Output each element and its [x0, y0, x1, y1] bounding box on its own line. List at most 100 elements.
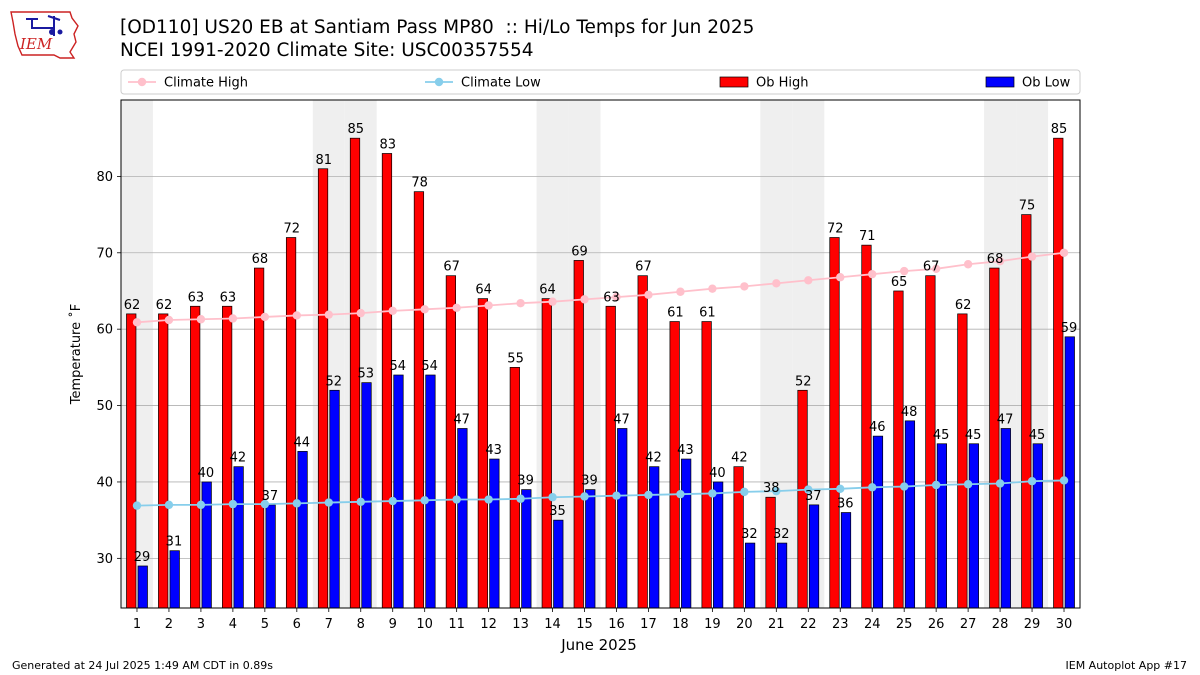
climate-high-point — [708, 284, 717, 293]
bar-ob-low — [361, 382, 372, 609]
bar-ob-low — [297, 451, 308, 609]
legend-frame — [120, 69, 1081, 95]
climate-high-point — [164, 315, 174, 325]
x-tick-label: 28 — [992, 617, 1009, 632]
x-tick-label: 29 — [1024, 617, 1041, 632]
x-tick-label: 21 — [768, 617, 785, 632]
label-ob-high: 63 — [603, 290, 620, 305]
climate-low-point — [164, 500, 174, 510]
bar-ob-high — [381, 153, 393, 609]
bar-ob-low — [808, 504, 820, 609]
legend-swatch — [985, 76, 1015, 88]
label-ob-low: 42 — [645, 451, 662, 466]
bar-ob-high — [1053, 137, 1064, 609]
climate-high-point — [388, 306, 397, 316]
bar-ob-high — [1021, 214, 1032, 609]
x-tick-label: 27 — [960, 617, 977, 632]
label-ob-low: 32 — [741, 527, 758, 542]
label-ob-high: 78 — [411, 176, 428, 191]
label-ob-high: 64 — [539, 283, 556, 298]
bar-ob-high — [829, 237, 840, 609]
x-axis-label: June 2025 — [560, 636, 637, 654]
climate-low-point — [516, 494, 525, 503]
x-tick-label: 11 — [448, 617, 465, 632]
label-ob-high: 69 — [571, 244, 588, 259]
x-tick-label: 8 — [357, 617, 365, 632]
label-ob-low: 54 — [389, 359, 406, 374]
x-tick-label: 1 — [133, 617, 141, 632]
label-ob-low: 47 — [997, 412, 1014, 427]
climate-low-point — [484, 495, 493, 504]
x-tick-label: 2 — [165, 617, 173, 632]
x-tick-label: 3 — [197, 617, 205, 632]
label-ob-high: 42 — [731, 451, 748, 466]
bar-ob-high — [190, 305, 201, 609]
bar-ob-low — [1032, 443, 1043, 609]
label-ob-high: 62 — [156, 298, 173, 313]
label-ob-high: 67 — [923, 260, 940, 275]
bar-ob-high — [573, 260, 584, 609]
bar-ob-high — [285, 237, 297, 609]
label-ob-low: 35 — [549, 504, 566, 519]
label-ob-low: 46 — [869, 420, 886, 435]
label-ob-high: 85 — [347, 122, 364, 137]
x-tick-label: 5 — [261, 617, 269, 632]
climate-low-point — [292, 499, 302, 508]
bar-ob-low — [553, 519, 564, 609]
climate-low-point — [899, 482, 909, 491]
label-ob-high: 63 — [188, 290, 205, 305]
climate-low-point — [740, 487, 749, 497]
bar-ob-high — [445, 275, 456, 609]
climate-high-point — [740, 282, 749, 291]
label-ob-low: 32 — [773, 527, 790, 542]
legend-swatch — [719, 76, 749, 88]
x-tick-label: 12 — [480, 617, 497, 632]
climate-high-point — [931, 264, 941, 274]
label-ob-high: 52 — [795, 374, 812, 389]
legend-label: Climate Low — [461, 76, 541, 91]
climate-low-point — [196, 500, 206, 510]
climate-high-point — [420, 305, 429, 314]
climate-high-point — [516, 299, 525, 308]
label-ob-high: 64 — [475, 283, 492, 298]
x-tick-label: 10 — [416, 617, 433, 632]
bar-ob-high — [989, 267, 1000, 609]
bar-ob-low — [617, 428, 628, 609]
label-ob-high: 75 — [1019, 199, 1036, 214]
climate-low-point — [1027, 476, 1037, 486]
bar-ob-low — [521, 489, 532, 609]
label-ob-low: 36 — [837, 497, 854, 512]
climate-high-point — [899, 266, 909, 276]
climate-high-point — [356, 308, 365, 318]
label-ob-high: 38 — [763, 481, 780, 496]
iem-logo: IEM — [8, 6, 80, 60]
legend-label: Ob Low — [1022, 76, 1071, 91]
climate-high-point — [580, 295, 589, 304]
plot-frame — [120, 99, 1081, 609]
bar-ob-low — [713, 481, 724, 609]
legend-label: Ob High — [756, 76, 809, 91]
bar-ob-low — [681, 458, 692, 609]
bar-ob-low — [457, 428, 468, 609]
climate-high-point — [995, 256, 1005, 266]
label-ob-low: 47 — [453, 412, 470, 427]
bar-ob-high — [765, 496, 776, 609]
label-ob-high: 67 — [443, 260, 460, 275]
climate-high-point — [1027, 252, 1037, 261]
bar-ob-low — [489, 458, 500, 609]
climate-low-point — [708, 489, 717, 498]
legend-label: Climate High — [164, 76, 248, 91]
bar-ob-high — [957, 313, 968, 609]
climate-low-point — [260, 499, 270, 509]
bar-ob-low — [1064, 336, 1075, 609]
climate-high-point — [612, 292, 621, 302]
climate-low-point — [612, 491, 621, 500]
label-ob-high: 81 — [316, 153, 333, 168]
climate-low-point — [452, 495, 461, 504]
chart-title: [OD110] US20 EB at Santiam Pass MP80 :: … — [120, 17, 755, 38]
climate-low-point — [644, 490, 653, 500]
climate-low-point — [676, 489, 685, 499]
label-ob-low: 39 — [581, 474, 598, 489]
footer-generated: Generated at 24 Jul 2025 1:49 AM CDT in … — [12, 659, 273, 672]
